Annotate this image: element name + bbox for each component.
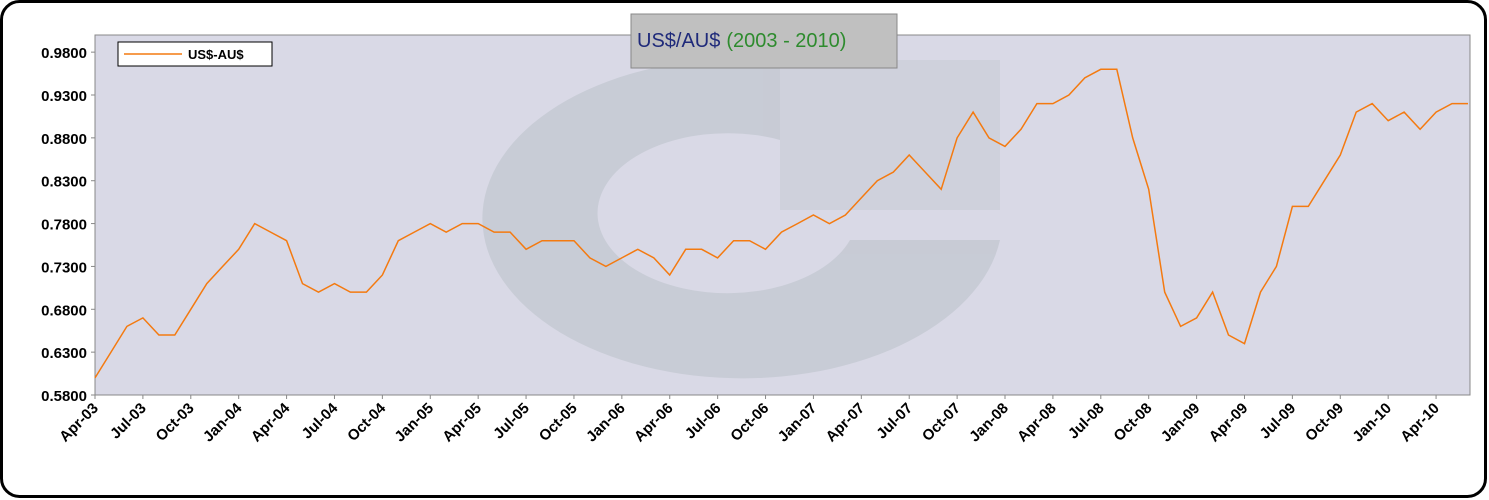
plot-area: [94, 34, 1471, 396]
watermark: [482, 58, 1001, 379]
line-series: [94, 68, 1468, 379]
chart-subtitle: (2003 - 2010): [726, 30, 846, 52]
y-tick-label: 0.6800: [41, 302, 87, 319]
y-tick-label: 0.7800: [41, 217, 87, 234]
chart-title: US$/AU$: [637, 30, 720, 52]
y-tick-label: 0.6300: [41, 345, 87, 362]
y-tick-label: 0.9800: [41, 45, 87, 62]
title-box: [630, 13, 898, 69]
legend-label: US$-AU$: [188, 47, 244, 62]
y-tick-label: 0.5800: [41, 388, 87, 405]
y-tick-label: 0.8300: [41, 174, 87, 191]
y-tick-label: 0.9300: [41, 88, 87, 105]
y-tick-label: 0.7300: [41, 259, 87, 276]
y-tick-label: 0.8800: [41, 131, 87, 148]
